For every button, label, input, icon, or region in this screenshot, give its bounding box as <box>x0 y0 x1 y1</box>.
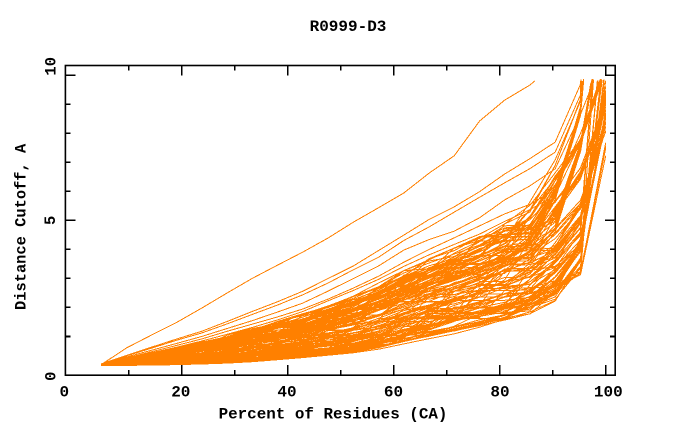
svg-text:10: 10 <box>43 57 61 76</box>
svg-text:20: 20 <box>171 383 190 401</box>
svg-text:0: 0 <box>43 372 61 381</box>
svg-text:40: 40 <box>277 383 296 401</box>
svg-text:100: 100 <box>594 383 623 401</box>
svg-text:0: 0 <box>59 383 69 401</box>
svg-text:60: 60 <box>384 383 403 401</box>
svg-text:Percent of Residues (CA): Percent of Residues (CA) <box>219 406 448 424</box>
svg-text:5: 5 <box>42 216 60 225</box>
svg-text:R0999-D3: R0999-D3 <box>310 18 387 36</box>
svg-text:80: 80 <box>490 383 509 401</box>
svg-text:Distance Cutoff, A: Distance Cutoff, A <box>13 143 31 310</box>
